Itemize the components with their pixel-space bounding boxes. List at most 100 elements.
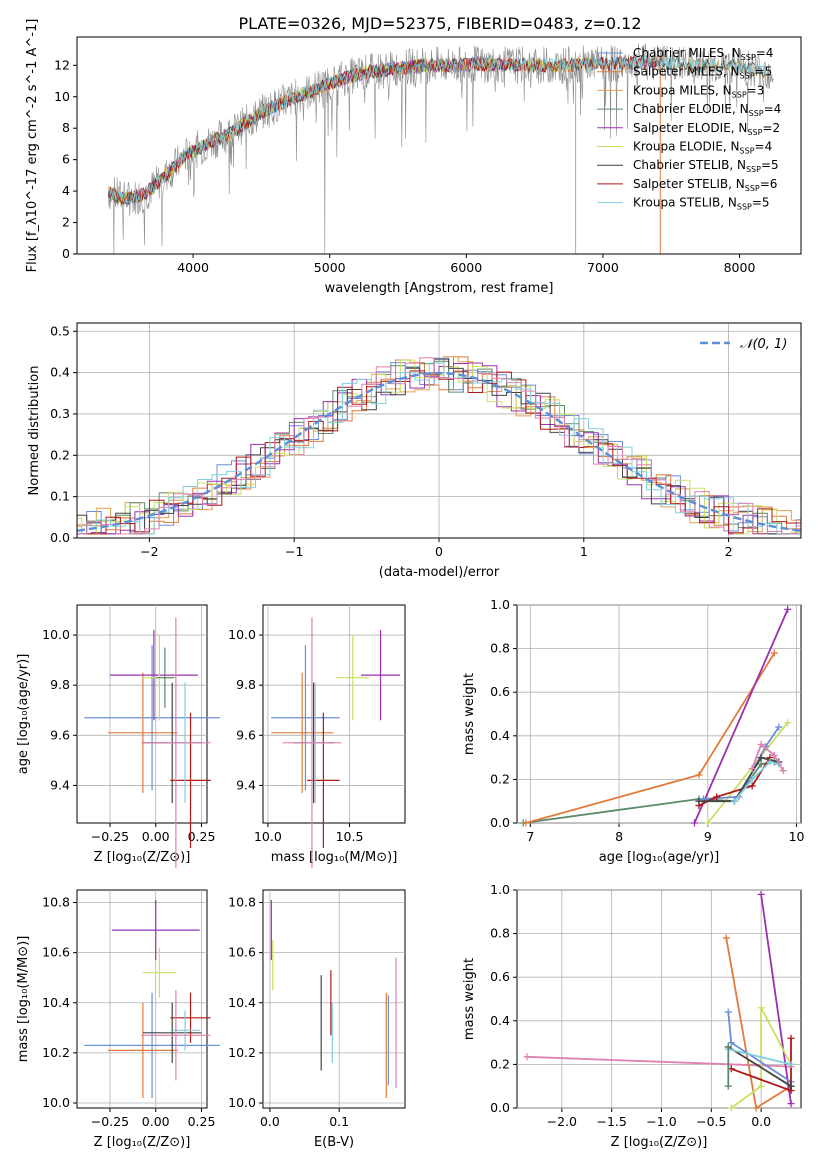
axes-frame <box>76 36 802 255</box>
panel-spectrum: 4000 5000 6000 7000 8000 0 2 4 6 8 10 12 wavelength … <box>25 19 802 296</box>
panel-residuals: −2 −1 0 1 2 0.0 0.1 0.2 0.3 0.4 0.5 (data-model)/er… <box>27 322 802 580</box>
x-tick-label: 4000 <box>177 260 209 275</box>
weight-series <box>727 1046 792 1087</box>
x-tick-label: 7000 <box>587 260 619 275</box>
weight-marker <box>704 819 712 827</box>
spectrum-lines <box>108 43 774 254</box>
weight-marker <box>757 1004 765 1012</box>
residual-histogram <box>77 360 801 535</box>
weight-series <box>733 761 780 802</box>
x-tick-label: 8 <box>615 829 623 844</box>
weight-marker <box>748 782 756 790</box>
x-axis-label: mass [log₁₀(M/M⊙)] <box>271 850 398 865</box>
x-axis-label: Z [log₁₀(Z/Z⊙)] <box>611 1135 708 1150</box>
weight-marker <box>522 819 530 827</box>
weight-marker <box>722 934 730 942</box>
axes-frame <box>76 604 208 824</box>
x-tick-label: 0 <box>435 544 443 559</box>
x-tick-label: 5000 <box>314 260 346 275</box>
y-tick-label: 9.6 <box>236 727 256 742</box>
y-tick-label: 0.6 <box>490 684 510 699</box>
legend-text: Salpeter STELIB, N <box>633 177 745 191</box>
y-tick-label: 9.8 <box>50 677 70 692</box>
x-tick-label: 0.00 <box>142 1114 170 1129</box>
x-axis-label: E(B-V) <box>314 1135 354 1150</box>
weight-marker <box>727 1104 735 1112</box>
y-tick-label: 0.0 <box>490 815 510 830</box>
y-tick-label: 0.5 <box>50 323 70 338</box>
y-tick-label: 10.0 <box>42 1095 70 1110</box>
weight-marker <box>695 797 703 805</box>
x-tick-label: −2.0 <box>547 1114 577 1129</box>
y-tick-label: 9.4 <box>50 777 70 792</box>
weight-marker <box>730 797 738 805</box>
model-spectrum <box>108 55 767 206</box>
legend-suffix: =4 <box>755 140 773 154</box>
y-tick-label: 0.2 <box>50 447 70 462</box>
weight-marker <box>523 1053 531 1061</box>
weight-marker <box>752 1104 760 1112</box>
weight-series <box>730 1007 792 1109</box>
weight-marker <box>757 1082 765 1090</box>
legend-text: Chabrier STELIB, N <box>633 158 746 172</box>
gaussian-curve <box>77 371 801 532</box>
x-tick-label: −2 <box>140 544 158 559</box>
legend-text: Kroupa ELODIE, N <box>633 140 740 154</box>
weight-series <box>693 609 789 824</box>
legend-text: Salpeter MILES, N <box>633 65 740 79</box>
legend-entry: Salpeter MILES, NSSP=5 <box>633 65 772 81</box>
weight-marker <box>766 758 774 766</box>
y-tick-label: 0.2 <box>490 1056 510 1071</box>
weight-marker <box>787 1100 795 1108</box>
y-axis-label: Flux [f_λ10^-17 erg cm^-2 s^-1 A^-1] <box>25 19 40 273</box>
legend-subscript: SSP <box>732 90 747 99</box>
legend-entry: Kroupa MILES, NSSP=3 <box>633 83 764 99</box>
x-tick-label: −1.5 <box>596 1114 626 1129</box>
legend-entry: Salpeter STELIB, NSSP=6 <box>633 177 777 193</box>
y-tick-label: 10.0 <box>228 627 256 642</box>
y-tick-label: 0.3 <box>50 406 70 421</box>
y-tick-label: 10.2 <box>42 1045 70 1060</box>
x-tick-label: 10 <box>789 829 805 844</box>
y-tick-label: 4 <box>62 183 70 198</box>
legend-entry: Kroupa ELODIE, NSSP=4 <box>633 140 772 156</box>
legend-suffix: =5 <box>761 158 779 172</box>
panel-age_vs_mass: 10.0 10.5 9.4 9.6 9.8 10.0 mass [log₁₀(M/M⊙)] <box>228 604 406 869</box>
axes-frame <box>262 889 406 1109</box>
legend-suffix: =4 <box>764 102 782 116</box>
y-tick-label: 0.1 <box>50 489 70 504</box>
y-tick-label: 10.2 <box>228 1045 256 1060</box>
model-spectrum <box>108 54 658 206</box>
y-tick-label: 1.0 <box>490 597 510 612</box>
weight-series <box>526 1055 792 1068</box>
x-tick-label: 0.0 <box>751 1114 771 1129</box>
y-tick-label: 9.4 <box>236 777 256 792</box>
y-tick-label: 10.6 <box>42 945 70 960</box>
weight-marker <box>775 723 783 731</box>
y-tick-label: 6 <box>62 152 70 167</box>
x-axis-label: Z [log₁₀(Z/Z⊙)] <box>94 1135 191 1150</box>
x-tick-label: 0.0 <box>260 1114 280 1129</box>
axes-frame <box>516 604 802 824</box>
weight-marker <box>784 605 792 613</box>
x-tick-label: −0.5 <box>696 1114 726 1129</box>
legend-subscript: SSP <box>740 72 755 81</box>
legend-subscript: SSP <box>746 165 761 174</box>
x-tick-label: −0.25 <box>91 1114 129 1129</box>
x-tick-label: 6000 <box>450 260 482 275</box>
weight-series <box>728 1048 792 1066</box>
panel-mass_vs_Z: −0.25 0.00 0.25 10.0 10.2 10.4 10.6 10.8 Z [log₁… <box>16 889 220 1150</box>
x-tick-label: 0.1 <box>329 1114 349 1129</box>
weight-marker <box>757 760 765 768</box>
panel-age_vs_Z: −0.25 0.00 0.25 9.4 9.6 9.8 10.0 Z [log₁₀(Z/Z⊙)… <box>16 604 220 869</box>
legend-subscript: SSP <box>749 109 764 118</box>
x-tick-label: 1 <box>580 544 588 559</box>
x-tick-label: 0.25 <box>188 1114 216 1129</box>
legend-entry: Kroupa STELIB, NSSP=5 <box>633 196 770 212</box>
weight-marker <box>787 1082 795 1090</box>
weight-marker <box>724 1008 732 1016</box>
y-tick-label: 10 <box>54 89 70 104</box>
x-axis-label: (data-model)/error <box>379 565 500 580</box>
y-tick-label: 0.4 <box>490 728 510 743</box>
chart-panels: 4000 5000 6000 7000 8000024681012wavelength … <box>16 19 805 1150</box>
